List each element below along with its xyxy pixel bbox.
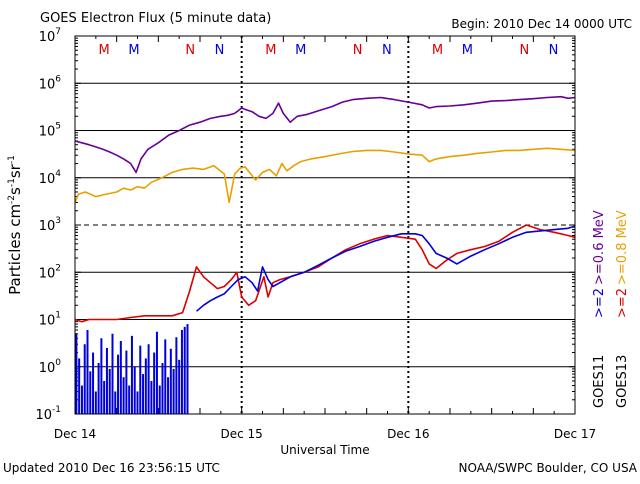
y-tick-exponent: 5 bbox=[55, 122, 61, 132]
y-axis-label-main: Particles cm bbox=[6, 204, 24, 295]
y-axis-label-exp3: -1 bbox=[7, 155, 17, 164]
y-tick-base: 10 bbox=[39, 77, 56, 92]
y-tick-exponent: 1 bbox=[55, 311, 61, 321]
x-tick-label: Dec 14 bbox=[54, 427, 96, 441]
plot-frame bbox=[74, 35, 576, 415]
y-tick-exponent: 7 bbox=[55, 27, 61, 37]
footer-credit: NOAA/SWPC Boulder, CO USA bbox=[459, 461, 638, 475]
series-line-1 bbox=[74, 147, 576, 204]
y-tick-label: 103 bbox=[39, 216, 61, 234]
y-tick-base: 10 bbox=[39, 266, 56, 281]
flare-marker-m: M bbox=[265, 43, 276, 58]
satellite-label-goes13: GOES13 bbox=[615, 355, 630, 408]
y-axis-label-mid2: sr bbox=[6, 163, 24, 178]
series-line-3 bbox=[195, 225, 576, 312]
flare-marker-n: N bbox=[382, 43, 392, 58]
y-tick-exponent: 6 bbox=[55, 74, 61, 84]
y-tick-label: 101 bbox=[39, 311, 61, 329]
series-line-0 bbox=[74, 95, 576, 174]
x-tick-label: Dec 16 bbox=[387, 427, 429, 441]
y-axis-label-exp2: -1 bbox=[7, 178, 17, 187]
series-line-2 bbox=[74, 224, 576, 323]
chart-title: GOES Electron Flux (5 minute data) bbox=[40, 11, 271, 26]
y-axis-label-exp1: -2 bbox=[7, 195, 17, 204]
footer-updated: Updated 2010 Dec 16 23:56:15 UTC bbox=[3, 461, 220, 475]
y-tick-base: 10 bbox=[35, 408, 52, 423]
flare-marker-n: N bbox=[353, 43, 363, 58]
satellite-label-goes11: GOES11 bbox=[592, 355, 607, 408]
flare-marker-n: N bbox=[549, 43, 559, 58]
flare-marker-m: M bbox=[99, 43, 110, 58]
legend-right-bottom-1: >=2 bbox=[592, 288, 607, 318]
y-tick-exponent: -1 bbox=[52, 405, 61, 415]
y-tick-label: 106 bbox=[39, 74, 62, 92]
flare-marker-m: M bbox=[295, 43, 306, 58]
legend-right-bottom-0: >=2 bbox=[615, 288, 630, 318]
gridlines bbox=[75, 36, 575, 414]
y-tick-base: 10 bbox=[39, 172, 56, 187]
flare-marker-n: N bbox=[185, 43, 195, 58]
flare-marker-n: N bbox=[215, 43, 225, 58]
legend-right-top-1: >=0.6 MeV bbox=[592, 210, 607, 285]
y-tick-label: 102 bbox=[39, 263, 61, 281]
y-tick-label: 100 bbox=[39, 358, 62, 376]
y-tick-exponent: 4 bbox=[55, 169, 61, 179]
flare-marker-m: M bbox=[462, 43, 473, 58]
y-tick-base: 10 bbox=[39, 314, 56, 329]
y-tick-label: 10-1 bbox=[35, 405, 61, 423]
begin-date-label: Begin: 2010 Dec 14 0000 UTC bbox=[451, 17, 632, 31]
y-tick-base: 10 bbox=[39, 361, 56, 376]
data-series bbox=[74, 95, 576, 414]
y-tick-exponent: 3 bbox=[55, 216, 61, 226]
x-tick-label: Dec 15 bbox=[221, 427, 263, 441]
y-tick-exponent: 0 bbox=[55, 358, 61, 368]
y-axis-label-mid1: s bbox=[6, 187, 24, 195]
x-axis-ticks: Dec 14 Dec 15 Dec 16 Dec 17 bbox=[54, 36, 596, 441]
y-tick-exponent: 2 bbox=[55, 263, 61, 273]
legend-right-top-0: >=0.8 MeV bbox=[615, 210, 630, 285]
flare-marker-m: M bbox=[432, 43, 443, 58]
flare-marker-m: M bbox=[128, 43, 139, 58]
y-tick-base: 10 bbox=[39, 219, 56, 234]
y-tick-base: 10 bbox=[39, 125, 56, 140]
flare-marker-n: N bbox=[519, 43, 529, 58]
y-tick-label: 105 bbox=[39, 122, 61, 140]
x-axis-label: Universal Time bbox=[280, 443, 369, 457]
y-axis-label: Particles cm-2s-1sr-1 bbox=[6, 155, 24, 295]
y-tick-label: 107 bbox=[39, 27, 61, 45]
y-tick-label: 104 bbox=[39, 169, 62, 187]
x-tick-label: Dec 17 bbox=[554, 427, 596, 441]
y-tick-base: 10 bbox=[39, 30, 56, 45]
